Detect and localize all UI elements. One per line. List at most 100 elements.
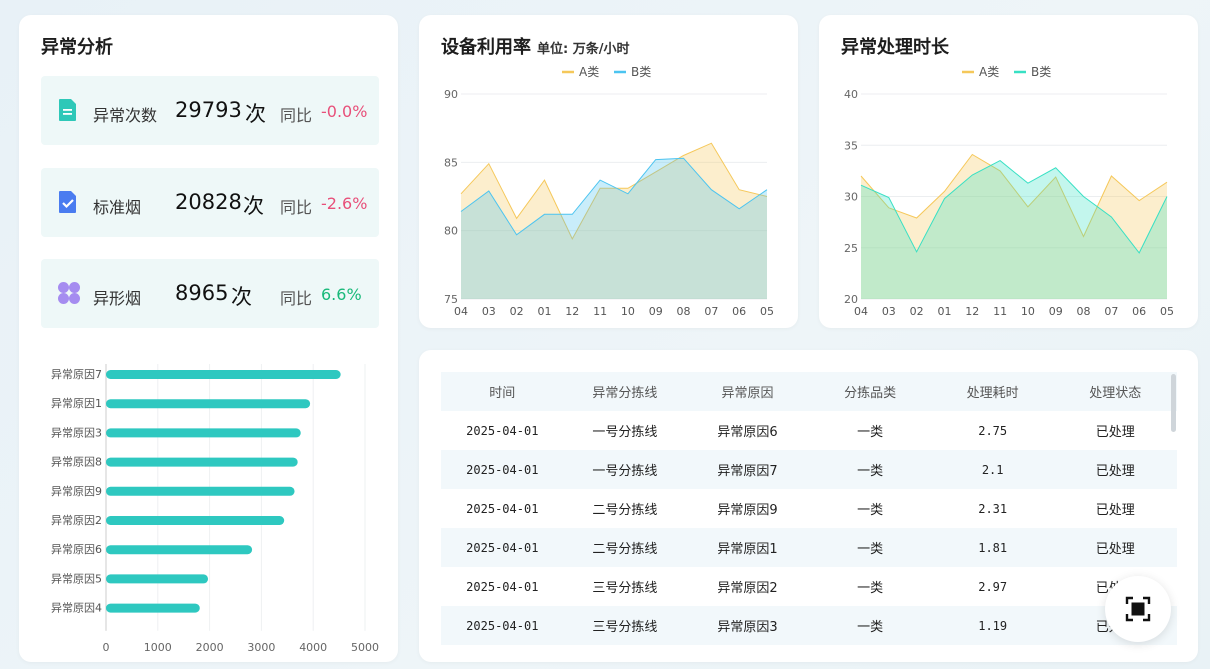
cell-line: 一号分拣线: [592, 464, 658, 479]
cell-category: 一类: [857, 503, 884, 518]
category-label: 异常原因8: [51, 456, 102, 469]
column-header-line[interactable]: 异常分拣线: [592, 386, 658, 401]
column-header-time[interactable]: 时间: [489, 386, 516, 401]
table-row[interactable]: 2025-04-01 一号分拣线 异常原因6 一类 2.75 已处理: [441, 411, 1177, 450]
table-row[interactable]: 2025-04-01 三号分拣线 异常原因2 一类 2.97 已处理: [441, 567, 1177, 606]
stat-value: 29793: [175, 98, 242, 122]
x-tick-label: 10: [1021, 305, 1035, 318]
x-tick-label: 08: [677, 305, 691, 318]
checklist-icon: [59, 191, 76, 213]
bar[interactable]: [106, 516, 285, 525]
bar[interactable]: [106, 457, 298, 467]
y-tick-label: 35: [844, 139, 858, 152]
legend-label[interactable]: A类: [979, 65, 999, 79]
cell-category: 一类: [857, 581, 884, 596]
table-row[interactable]: 2025-04-01 二号分拣线 异常原因1 一类 1.81 已处理: [441, 528, 1177, 567]
x-tick-label: 07: [1104, 305, 1118, 318]
series-line[interactable]: [460, 157, 768, 236]
stat-yoy-label: 同比: [280, 289, 313, 308]
x-tick-label: 1000: [144, 641, 172, 654]
x-tick-label: 0: [103, 641, 110, 654]
cell-category: 一类: [857, 425, 884, 440]
cell-category: 一类: [857, 542, 884, 557]
cell-status: 已处理: [1095, 464, 1135, 479]
series-line[interactable]: [860, 160, 1168, 254]
column-header-duration[interactable]: 处理耗时: [966, 386, 1019, 401]
utilization-area-chart: 75 80 85 90 04 03 02 01 12 11 10 09 08 07 06 05 A类 B类: [444, 65, 774, 318]
legend-label[interactable]: A类: [579, 65, 599, 79]
cell-time: 2025-04-01: [466, 501, 539, 516]
category-label: 异常原因3: [51, 426, 102, 439]
cell-status: 已处理: [1095, 542, 1135, 557]
bar[interactable]: [106, 486, 295, 496]
bar[interactable]: [106, 545, 253, 555]
cell-duration: 2.75: [978, 423, 1008, 438]
x-tick-label: 12: [965, 305, 979, 318]
stat-yoy-label: 同比: [280, 106, 313, 125]
bar[interactable]: [106, 574, 209, 584]
stat-yoy-label: 同比: [280, 198, 313, 217]
column-header-status[interactable]: 处理状态: [1089, 386, 1142, 401]
series-area: [461, 143, 767, 299]
series-line[interactable]: [860, 153, 1168, 238]
cell-time: 2025-04-01: [466, 618, 539, 633]
bar[interactable]: [106, 428, 301, 438]
x-tick-label: 07: [704, 305, 718, 318]
fullscreen-button[interactable]: [1105, 576, 1171, 642]
stat-unit: 次: [243, 194, 264, 218]
cell-reason: 异常原因3: [717, 620, 778, 635]
column-header-category[interactable]: 分拣品类: [844, 386, 897, 401]
series-area: [461, 158, 767, 299]
bar[interactable]: [106, 603, 200, 613]
stat-unit: 次: [245, 102, 266, 126]
stat-value: 8965: [175, 281, 229, 305]
stat-special-cigarette: 异形烟 8965 次 同比 6.6%: [41, 259, 379, 328]
table-row[interactable]: 2025-04-01 三号分拣线 异常原因3 一类 1.19 已处理: [441, 606, 1177, 645]
table-row[interactable]: 2025-04-01 二号分拣线 异常原因9 一类 2.31 已处理: [441, 489, 1177, 528]
x-tick-label: 12: [565, 305, 579, 318]
cell-reason: 异常原因6: [717, 425, 778, 440]
anomaly-analysis-title: 异常分析: [41, 37, 113, 58]
x-tick-label: 4000: [299, 641, 327, 654]
bar[interactable]: [106, 370, 341, 379]
x-tick-label: 3000: [247, 641, 275, 654]
bar[interactable]: [106, 399, 311, 409]
table-row[interactable]: 2025-04-01 一号分拣线 异常原因7 一类 2.1 已处理: [441, 450, 1177, 489]
y-tick-label: 40: [844, 88, 858, 101]
anomaly-analysis-card: 异常分析 异常次数 29793 次 同比 -0.0% 标准烟 20828 次 同…: [19, 15, 398, 662]
stat-value: 20828: [175, 190, 242, 214]
anomaly-table-card: 时间 异常分拣线 异常原因 分拣品类 处理耗时 处理状态 2025-04-01 …: [419, 350, 1198, 662]
cell-category: 一类: [857, 464, 884, 479]
cell-duration: 1.81: [978, 540, 1008, 555]
utilization-unit: 单位: 万条/小时: [537, 42, 630, 57]
legend-label[interactable]: B类: [1031, 65, 1051, 79]
utilization-title: 设备利用率 单位: 万条/小时: [441, 33, 629, 59]
x-tick-label: 02: [510, 305, 524, 318]
y-tick-label: 75: [444, 293, 458, 306]
series-line[interactable]: [460, 142, 768, 240]
cell-line: 一号分拣线: [592, 425, 658, 440]
series-area: [861, 160, 1167, 299]
x-tick-label: 5000: [351, 641, 379, 654]
category-label: 异常原因6: [51, 543, 102, 556]
table-scrollbar[interactable]: [1171, 374, 1176, 432]
cell-category: 一类: [857, 620, 884, 635]
y-tick-label: 25: [844, 242, 858, 255]
x-tick-label: 06: [732, 305, 746, 318]
stat-standard-cigarette: 标准烟 20828 次 同比 -2.6%: [41, 168, 379, 237]
x-tick-label: 11: [593, 305, 607, 318]
document-icon: [59, 99, 76, 121]
cell-time: 2025-04-01: [466, 579, 539, 594]
x-tick-label: 06: [1132, 305, 1146, 318]
cell-reason: 异常原因9: [717, 503, 778, 518]
grid-icon: [58, 282, 80, 304]
cell-duration: 1.19: [978, 618, 1008, 633]
column-header-reason[interactable]: 异常原因: [721, 386, 774, 401]
x-tick-label: 09: [649, 305, 663, 318]
stat-yoy-value: -0.0%: [321, 102, 368, 121]
category-label: 异常原因4: [51, 602, 102, 615]
handling-duration-title: 异常处理时长: [841, 37, 949, 58]
x-tick-label: 11: [993, 305, 1007, 318]
cell-reason: 异常原因1: [717, 542, 778, 557]
legend-label[interactable]: B类: [631, 65, 651, 79]
